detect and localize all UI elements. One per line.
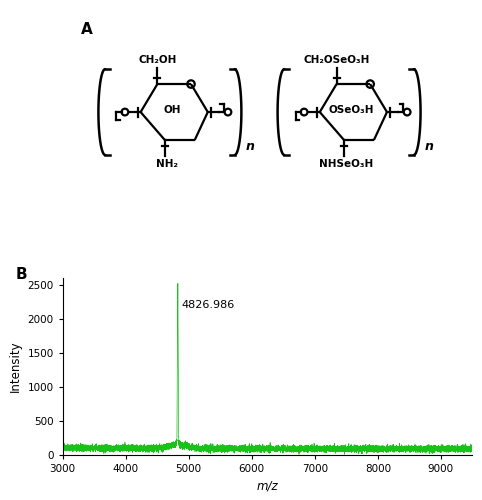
Text: n: n bbox=[246, 140, 254, 153]
Text: n: n bbox=[425, 140, 434, 153]
Text: CH₂OH: CH₂OH bbox=[138, 56, 176, 66]
X-axis label: m/z: m/z bbox=[257, 480, 278, 492]
Text: NH₂: NH₂ bbox=[156, 160, 178, 170]
Text: OH: OH bbox=[163, 105, 181, 115]
Text: B: B bbox=[15, 267, 27, 282]
Text: 4826.986: 4826.986 bbox=[182, 300, 235, 310]
Text: A: A bbox=[81, 22, 93, 38]
Text: NHSeO₃H: NHSeO₃H bbox=[319, 160, 373, 170]
Text: CH₂OSeO₃H: CH₂OSeO₃H bbox=[303, 56, 370, 66]
Y-axis label: Intensity: Intensity bbox=[9, 340, 22, 392]
Text: OSeO₃H: OSeO₃H bbox=[329, 105, 374, 115]
